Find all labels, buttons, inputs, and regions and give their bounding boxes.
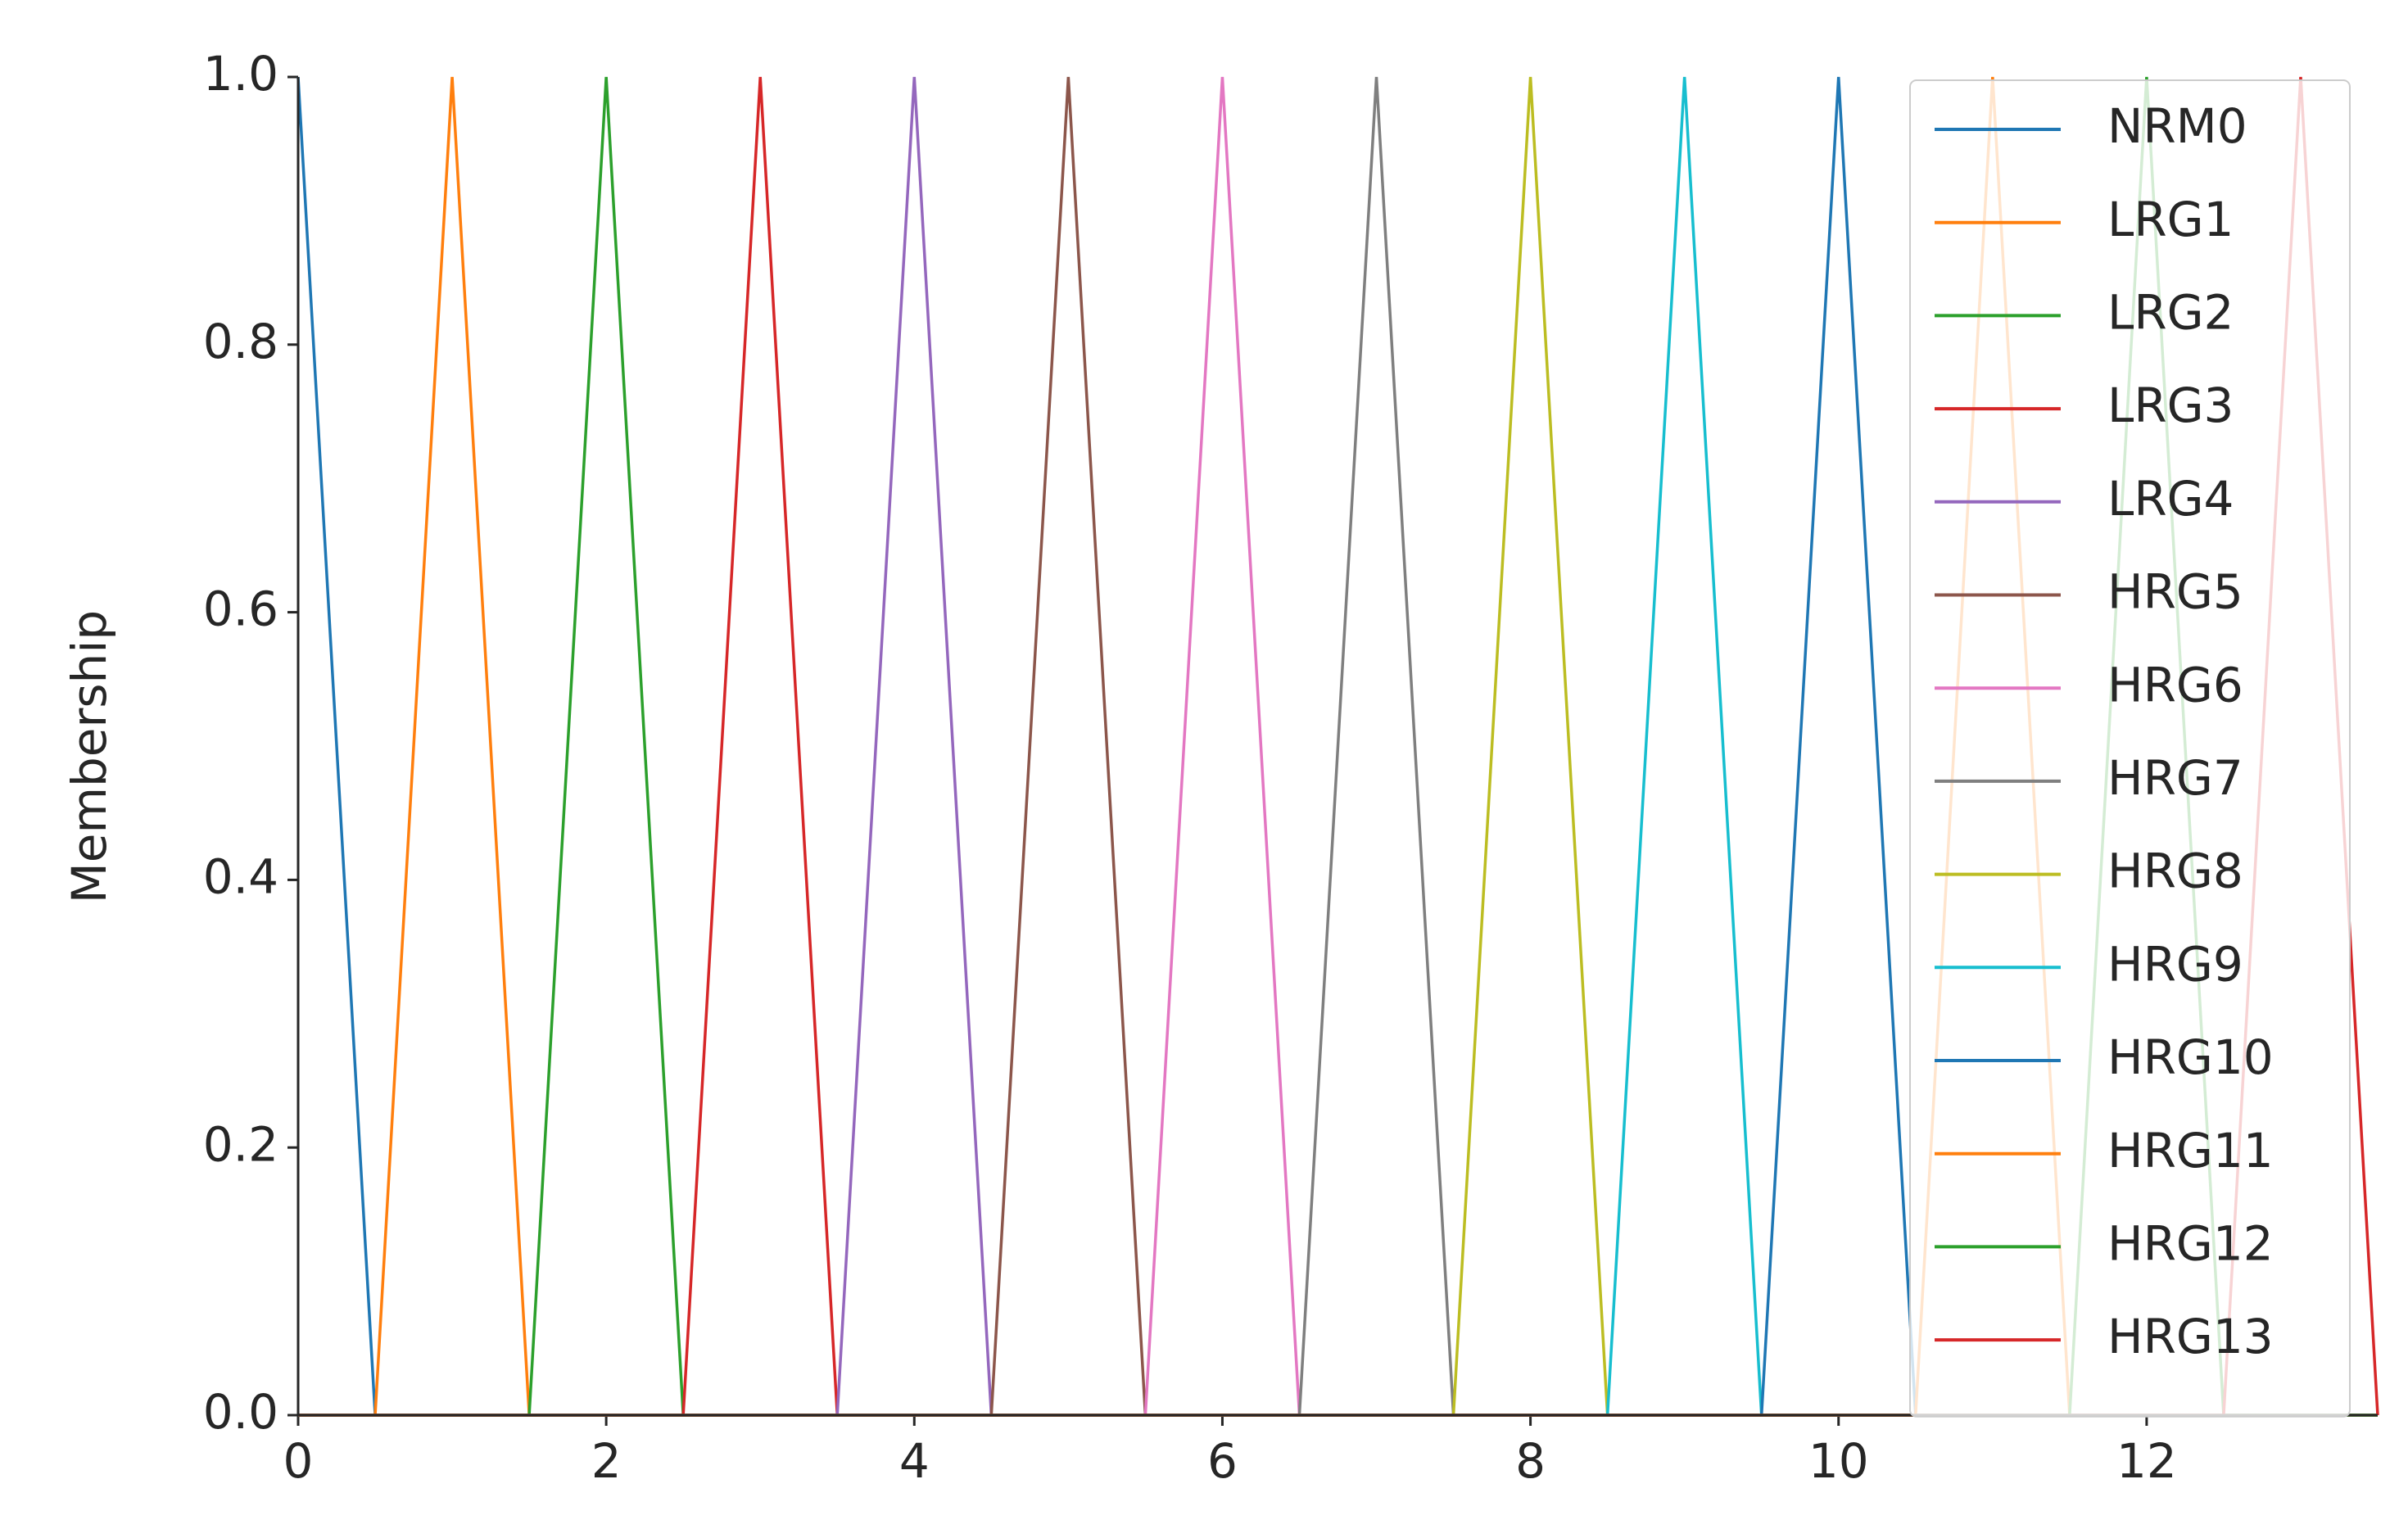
x-tick-label: 8: [1515, 1433, 1546, 1489]
legend-label: LRG4: [2107, 471, 2234, 527]
legend-label: HRG9: [2107, 936, 2243, 992]
legend-label: NRM0: [2107, 98, 2247, 154]
legend-label: LRG2: [2107, 285, 2234, 341]
y-tick-label: 0.8: [203, 314, 278, 369]
legend-box: [1909, 79, 2351, 1418]
y-tick-label: 0.2: [203, 1116, 278, 1172]
y-tick-label: 0.6: [203, 581, 278, 637]
x-tick-label: 4: [899, 1433, 930, 1489]
legend-label: HRG10: [2107, 1029, 2274, 1085]
x-tick-label: 12: [2116, 1433, 2177, 1489]
y-tick-label: 1.0: [203, 46, 278, 102]
legend-label: HRG8: [2107, 844, 2243, 899]
y-tick-label: 0.4: [203, 849, 278, 905]
legend-label: LRG3: [2107, 378, 2234, 433]
legend-label: HRG13: [2107, 1309, 2274, 1364]
legend-label: HRG7: [2107, 750, 2243, 806]
legend-label: HRG6: [2107, 657, 2243, 712]
y-tick-label: 0.0: [203, 1384, 278, 1440]
legend-label: LRG1: [2107, 192, 2234, 247]
legend-label: HRG12: [2107, 1216, 2274, 1272]
legend-label: HRG11: [2107, 1123, 2274, 1178]
y-axis-label: Membership: [61, 610, 117, 903]
legend-label: HRG5: [2107, 564, 2243, 620]
x-tick-label: 2: [591, 1433, 622, 1489]
x-tick-label: 0: [283, 1433, 314, 1489]
x-tick-label: 6: [1207, 1433, 1238, 1489]
x-tick-label: 10: [1808, 1433, 1869, 1489]
